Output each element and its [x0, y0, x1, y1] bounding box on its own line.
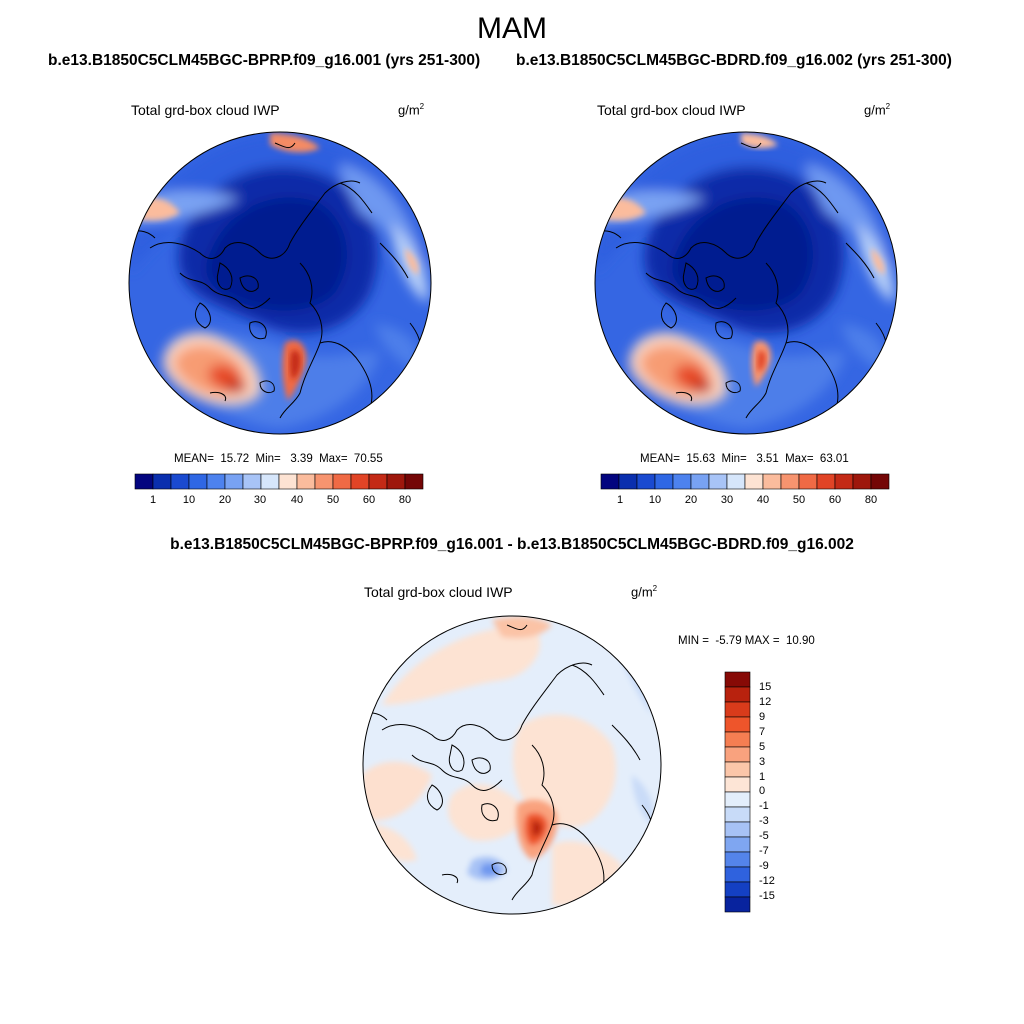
- colorbar-swatch: [724, 866, 751, 883]
- colorbar-label: -15: [759, 890, 775, 902]
- colorbar-label: 60: [828, 494, 842, 506]
- colorbar-swatch: [724, 671, 751, 688]
- colorbar-label: -3: [759, 815, 769, 827]
- colorbar-swatch: [278, 473, 298, 490]
- colorbar-swatch: [350, 473, 370, 490]
- colorbar-swatch: [152, 473, 172, 490]
- colorbar-swatch: [296, 473, 316, 490]
- colorbar-label: 5: [759, 741, 766, 753]
- right-polar-map: [594, 131, 898, 435]
- colorbar-label: 9: [759, 711, 766, 723]
- colorbar-label: -5: [759, 830, 769, 842]
- season-title: MAM: [477, 12, 547, 45]
- colorbar-label: 0: [759, 785, 766, 797]
- diff-units-label: g/m2: [631, 584, 658, 600]
- colorbar-swatch: [724, 896, 751, 913]
- colorbar-swatch: [636, 473, 656, 490]
- colorbar-label: 10: [182, 494, 196, 506]
- colorbar-swatch: [724, 791, 751, 808]
- colorbar-swatch: [724, 806, 751, 823]
- diff-stats: MIN = -5.79 MAX = 10.90: [678, 635, 815, 647]
- colorbar-swatch: [708, 473, 728, 490]
- colorbar-label: -7: [759, 845, 769, 857]
- colorbar-swatch: [654, 473, 674, 490]
- colorbar-label: 50: [326, 494, 340, 506]
- colorbar-label: 7: [759, 726, 766, 738]
- difference-title: b.e13.B1850C5CLM45BGC-BPRP.f09_g16.001 -…: [170, 536, 854, 553]
- colorbar-swatch: [170, 473, 190, 490]
- right-case-title: b.e13.B1850C5CLM45BGC-BDRD.f09_g16.002 (…: [516, 52, 952, 69]
- colorbar-swatch: [724, 881, 751, 898]
- colorbar-swatch: [404, 473, 424, 490]
- colorbar-swatch: [724, 716, 751, 733]
- colorbar-label: 1: [616, 494, 624, 506]
- diff-colorbar: [724, 671, 751, 913]
- colorbar-swatch: [224, 473, 244, 490]
- colorbar-swatch: [260, 473, 280, 490]
- colorbar-swatch: [744, 473, 764, 490]
- colorbar-label: 20: [218, 494, 232, 506]
- colorbar-swatch: [724, 731, 751, 748]
- right-colorbar: [600, 473, 890, 490]
- colorbar-swatch: [852, 473, 872, 490]
- colorbar-swatch: [600, 473, 620, 490]
- colorbar-label: -12: [759, 875, 775, 887]
- colorbar-swatch: [618, 473, 638, 490]
- colorbar-swatch: [834, 473, 854, 490]
- colorbar-label: 80: [398, 494, 412, 506]
- colorbar-swatch: [724, 776, 751, 793]
- colorbar-swatch: [724, 851, 751, 868]
- colorbar-swatch: [206, 473, 226, 490]
- left-variable-label: Total grd-box cloud IWP: [131, 102, 280, 118]
- left-case-title: b.e13.B1850C5CLM45BGC-BPRP.f09_g16.001 (…: [48, 52, 481, 69]
- colorbar-swatch: [762, 473, 782, 490]
- colorbar-label: 30: [253, 494, 267, 506]
- colorbar-swatch: [368, 473, 388, 490]
- colorbar-swatch: [724, 686, 751, 703]
- colorbar-label: 40: [290, 494, 304, 506]
- colorbar-label: 3: [759, 756, 766, 768]
- left-stats: MEAN= 15.72 Min= 3.39 Max= 70.55: [174, 453, 383, 465]
- colorbar-label: 1: [149, 494, 157, 506]
- colorbar-swatch: [726, 473, 746, 490]
- colorbar-label: 30: [720, 494, 734, 506]
- colorbar-swatch: [314, 473, 334, 490]
- colorbar-swatch: [780, 473, 800, 490]
- colorbar-label: 80: [864, 494, 878, 506]
- colorbar-label: 10: [648, 494, 662, 506]
- colorbar-label: 15: [759, 681, 772, 693]
- colorbar-label: 20: [684, 494, 698, 506]
- colorbar-swatch: [724, 746, 751, 763]
- colorbar-label: 12: [759, 696, 772, 708]
- colorbar-label: 60: [362, 494, 376, 506]
- right-units-label: g/m2: [864, 102, 891, 118]
- colorbar-swatch: [386, 473, 406, 490]
- colorbar-swatch: [724, 701, 751, 718]
- colorbar-label: -9: [759, 860, 769, 872]
- left-colorbar: [134, 473, 424, 490]
- left-polar-map: [128, 131, 432, 435]
- colorbar-swatch: [724, 821, 751, 838]
- colorbar-swatch: [798, 473, 818, 490]
- difference-polar-map: [362, 615, 662, 915]
- right-stats: MEAN= 15.63 Min= 3.51 Max= 63.01: [640, 453, 849, 465]
- colorbar-swatch: [242, 473, 262, 490]
- colorbar-label: 1: [759, 771, 766, 783]
- colorbar-swatch: [188, 473, 208, 490]
- diff-variable-label: Total grd-box cloud IWP: [364, 584, 513, 600]
- colorbar-swatch: [816, 473, 836, 490]
- colorbar-swatch: [672, 473, 692, 490]
- right-variable-label: Total grd-box cloud IWP: [597, 102, 746, 118]
- colorbar-swatch: [870, 473, 890, 490]
- colorbar-label: 50: [792, 494, 806, 506]
- colorbar-swatch: [134, 473, 154, 490]
- left-units-label: g/m2: [398, 102, 425, 118]
- colorbar-swatch: [690, 473, 710, 490]
- colorbar-swatch: [332, 473, 352, 490]
- colorbar-swatch: [724, 761, 751, 778]
- colorbar-label: 40: [756, 494, 770, 506]
- colorbar-swatch: [724, 836, 751, 853]
- colorbar-label: -1: [759, 800, 769, 812]
